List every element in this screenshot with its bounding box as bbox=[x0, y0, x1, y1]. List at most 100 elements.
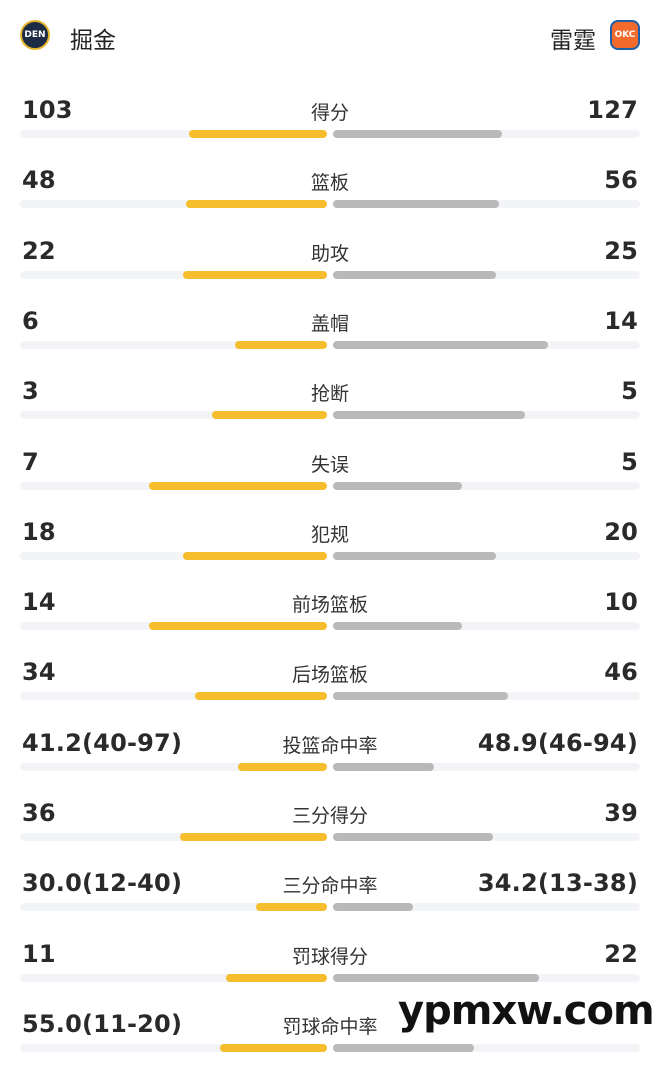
home-bar bbox=[189, 130, 327, 138]
home-bar-track bbox=[20, 974, 327, 982]
stat-row: 22 助攻 25 bbox=[0, 225, 660, 295]
stat-label: 失误 bbox=[310, 454, 349, 476]
away-stat-value: 10 bbox=[604, 588, 638, 616]
stat-label: 后场篮板 bbox=[291, 664, 368, 686]
stat-row: 6 盖帽 14 bbox=[0, 295, 660, 365]
home-bar bbox=[183, 271, 327, 279]
home-bar bbox=[238, 763, 327, 771]
nuggets-logo: DEN bbox=[20, 20, 50, 50]
away-stat-value: 56 bbox=[604, 166, 638, 194]
home-bar-track bbox=[20, 692, 327, 700]
away-bar-track bbox=[333, 482, 640, 490]
away-bar bbox=[333, 552, 496, 560]
stat-label: 得分 bbox=[310, 102, 349, 124]
home-stat-value: 36 bbox=[22, 799, 56, 827]
home-bar bbox=[149, 622, 327, 630]
home-bar bbox=[226, 974, 327, 982]
away-stat-value: 46 bbox=[604, 658, 638, 686]
stat-label: 三分命中率 bbox=[282, 875, 378, 897]
stat-row: 36 三分得分 39 bbox=[0, 787, 660, 857]
home-bar-track bbox=[20, 622, 327, 630]
away-stat-value: 25 bbox=[604, 237, 638, 265]
home-stat-value: 14 bbox=[22, 588, 56, 616]
away-bar-track bbox=[333, 411, 640, 419]
home-bar bbox=[220, 1044, 327, 1052]
home-bar-track bbox=[20, 552, 327, 560]
home-stat-value: 6 bbox=[22, 307, 39, 335]
away-stat-value: 5 bbox=[621, 448, 638, 476]
home-bar bbox=[180, 833, 327, 841]
stat-row: 55.0(11-20) 罚球命中率 bbox=[0, 998, 660, 1068]
home-bar-track bbox=[20, 130, 327, 138]
away-stat-value: 22 bbox=[604, 940, 638, 968]
away-stat-value: 34.2(13-38) bbox=[477, 869, 638, 897]
home-stat-value: 41.2(40-97) bbox=[22, 729, 183, 757]
home-stat-value: 55.0(11-20) bbox=[22, 1010, 183, 1038]
away-team-name[interactable]: 雷霆 bbox=[550, 28, 596, 54]
home-stat-value: 30.0(12-40) bbox=[22, 869, 183, 897]
home-bar bbox=[149, 482, 327, 490]
stat-row: 7 失误 5 bbox=[0, 436, 660, 506]
away-bar-track bbox=[333, 1044, 640, 1052]
home-bar-track bbox=[20, 411, 327, 419]
home-bar-track bbox=[20, 271, 327, 279]
stat-label: 助攻 bbox=[310, 243, 349, 265]
away-bar-track bbox=[333, 763, 640, 771]
home-bar bbox=[183, 552, 327, 560]
away-bar bbox=[333, 482, 462, 490]
away-bar-track bbox=[333, 200, 640, 208]
home-stat-value: 3 bbox=[22, 377, 39, 405]
home-bar bbox=[195, 692, 327, 700]
home-bar bbox=[186, 200, 327, 208]
away-bar bbox=[333, 1044, 474, 1052]
away-bar bbox=[333, 622, 462, 630]
home-bar bbox=[256, 903, 327, 911]
home-bar bbox=[235, 341, 327, 349]
away-bar-track bbox=[333, 341, 640, 349]
away-bar bbox=[333, 833, 493, 841]
stat-row: 18 犯规 20 bbox=[0, 506, 660, 576]
stat-label: 前场篮板 bbox=[291, 594, 368, 616]
away-stat-value: 127 bbox=[587, 96, 638, 124]
home-stat-value: 48 bbox=[22, 166, 56, 194]
stat-label: 犯规 bbox=[310, 524, 349, 546]
away-bar bbox=[333, 130, 502, 138]
away-bar-track bbox=[333, 974, 640, 982]
stat-label: 投篮命中率 bbox=[282, 735, 378, 757]
away-bar-track bbox=[333, 130, 640, 138]
home-stat-value: 103 bbox=[22, 96, 73, 124]
away-stat-value: 14 bbox=[604, 307, 638, 335]
away-bar bbox=[333, 763, 434, 771]
stat-row: 41.2(40-97) 投篮命中率 48.9(46-94) bbox=[0, 717, 660, 787]
away-bar bbox=[333, 200, 499, 208]
home-bar-track bbox=[20, 200, 327, 208]
home-bar-track bbox=[20, 833, 327, 841]
home-stat-value: 34 bbox=[22, 658, 56, 686]
stat-row: 3 抢断 5 bbox=[0, 365, 660, 435]
watermark: ypmxw.com bbox=[398, 988, 655, 1034]
away-stat-value: 39 bbox=[604, 799, 638, 827]
away-bar-track bbox=[333, 692, 640, 700]
away-bar bbox=[333, 271, 496, 279]
stat-label: 罚球命中率 bbox=[282, 1016, 378, 1038]
thunder-logo: OKC bbox=[610, 20, 640, 50]
home-bar-track bbox=[20, 763, 327, 771]
nuggets-logo-text: DEN bbox=[24, 30, 46, 40]
away-bar-track bbox=[333, 552, 640, 560]
home-stat-value: 18 bbox=[22, 518, 56, 546]
away-bar-track bbox=[333, 622, 640, 630]
away-stat-value: 5 bbox=[621, 377, 638, 405]
home-stat-value: 7 bbox=[22, 448, 39, 476]
away-stat-value: 20 bbox=[604, 518, 638, 546]
home-bar-track bbox=[20, 903, 327, 911]
home-bar-track bbox=[20, 1044, 327, 1052]
home-stat-value: 11 bbox=[22, 940, 56, 968]
stat-row: 14 前场篮板 10 bbox=[0, 576, 660, 646]
stat-label: 盖帽 bbox=[310, 313, 349, 335]
home-bar bbox=[212, 411, 327, 419]
away-bar bbox=[333, 974, 539, 982]
home-team-name[interactable]: 掘金 bbox=[70, 28, 116, 54]
stat-label: 篮板 bbox=[310, 172, 349, 194]
stat-row: 48 篮板 56 bbox=[0, 154, 660, 224]
home-bar-track bbox=[20, 482, 327, 490]
